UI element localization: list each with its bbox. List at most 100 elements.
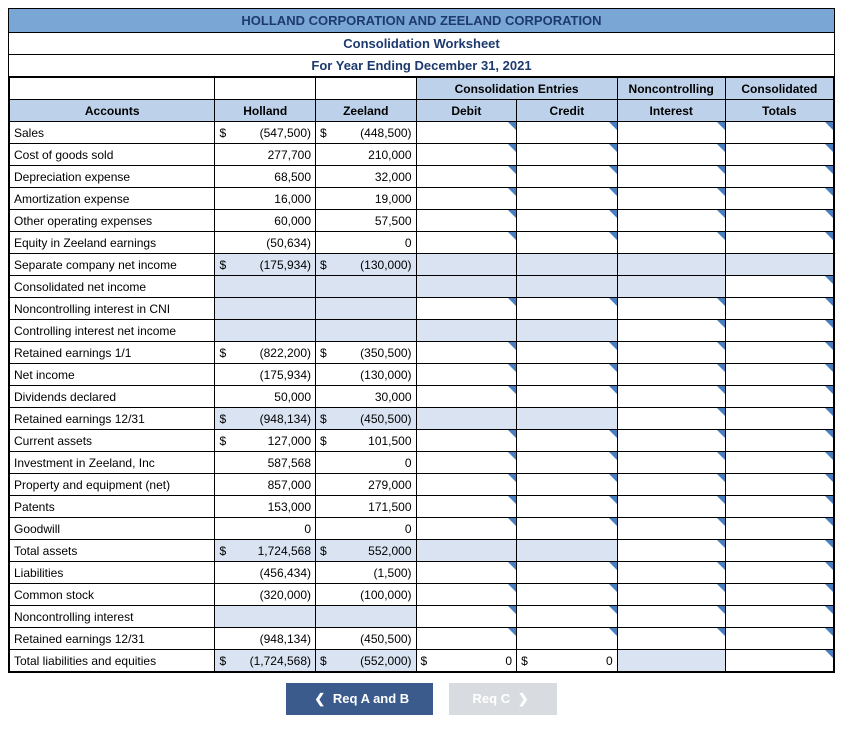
debit-input[interactable] — [436, 386, 517, 408]
credit-input[interactable] — [536, 584, 617, 606]
totals-input[interactable] — [725, 386, 833, 408]
credit-input[interactable] — [536, 474, 617, 496]
nci-input[interactable] — [617, 584, 725, 606]
debit-input — [436, 408, 517, 430]
debit-input[interactable] — [436, 518, 517, 540]
debit-input[interactable] — [436, 232, 517, 254]
table-row: Consolidated net income — [10, 276, 834, 298]
credit-input[interactable] — [536, 298, 617, 320]
debit-input[interactable] — [436, 364, 517, 386]
nci-input[interactable] — [617, 408, 725, 430]
debit-input[interactable] — [436, 562, 517, 584]
nci-input[interactable] — [617, 188, 725, 210]
totals-input[interactable] — [725, 540, 833, 562]
totals-input[interactable] — [725, 628, 833, 650]
totals-input[interactable] — [725, 496, 833, 518]
credit-input[interactable] — [536, 562, 617, 584]
nci-input[interactable] — [617, 430, 725, 452]
credit-input[interactable] — [536, 166, 617, 188]
nci-input[interactable] — [617, 518, 725, 540]
credit-input[interactable] — [536, 386, 617, 408]
zeeland-value: 0 — [335, 232, 416, 254]
totals-input[interactable] — [725, 166, 833, 188]
credit-input[interactable] — [536, 364, 617, 386]
nci-input[interactable] — [617, 320, 725, 342]
nci-input[interactable] — [617, 474, 725, 496]
credit-input[interactable] — [536, 628, 617, 650]
totals-input[interactable] — [725, 122, 833, 144]
debit-input[interactable] — [436, 144, 517, 166]
totals-input[interactable] — [725, 408, 833, 430]
credit-input[interactable] — [536, 496, 617, 518]
next-button[interactable]: Req C ❯ — [449, 683, 557, 715]
debit-symbol — [416, 188, 435, 210]
nci-input[interactable] — [617, 298, 725, 320]
nci-input[interactable] — [617, 540, 725, 562]
nci-input[interactable] — [617, 144, 725, 166]
debit-input[interactable] — [436, 452, 517, 474]
credit-input[interactable] — [536, 188, 617, 210]
totals-input[interactable] — [725, 474, 833, 496]
credit-input[interactable] — [536, 232, 617, 254]
debit-input[interactable] — [436, 210, 517, 232]
credit-input[interactable] — [536, 518, 617, 540]
credit-input[interactable] — [536, 452, 617, 474]
totals-input[interactable] — [725, 584, 833, 606]
debit-input[interactable] — [436, 474, 517, 496]
debit-input[interactable] — [436, 430, 517, 452]
totals-input[interactable] — [725, 232, 833, 254]
totals-input[interactable] — [725, 342, 833, 364]
totals-input[interactable] — [725, 210, 833, 232]
debit-input[interactable] — [436, 166, 517, 188]
totals-input[interactable] — [725, 650, 833, 672]
nci-input[interactable] — [617, 232, 725, 254]
totals-input[interactable] — [725, 364, 833, 386]
nci-input[interactable] — [617, 452, 725, 474]
totals-input[interactable] — [725, 562, 833, 584]
nci-input[interactable] — [617, 364, 725, 386]
credit-input[interactable] — [536, 122, 617, 144]
debit-input[interactable] — [436, 298, 517, 320]
debit-input[interactable] — [436, 628, 517, 650]
debit-input[interactable] — [436, 188, 517, 210]
account-label: Investment in Zeeland, Inc — [10, 452, 215, 474]
totals-input[interactable] — [725, 298, 833, 320]
totals-input[interactable] — [725, 430, 833, 452]
credit-symbol — [517, 452, 536, 474]
credit-input[interactable] — [536, 606, 617, 628]
totals-input[interactable] — [725, 518, 833, 540]
credit-input[interactable] — [536, 210, 617, 232]
credit-input[interactable] — [536, 430, 617, 452]
debit-input[interactable] — [436, 496, 517, 518]
debit-input[interactable] — [436, 342, 517, 364]
table-row: Other operating expenses60,00057,500 — [10, 210, 834, 232]
prev-button[interactable]: ❮ Req A and B — [286, 683, 433, 715]
debit-input[interactable] — [436, 584, 517, 606]
nci-input[interactable] — [617, 606, 725, 628]
nci-input[interactable] — [617, 496, 725, 518]
nci-input[interactable] — [617, 122, 725, 144]
nci-input[interactable] — [617, 386, 725, 408]
account-label: Common stock — [10, 584, 215, 606]
holland-symbol — [215, 474, 234, 496]
nci-input — [617, 650, 725, 672]
nci-input[interactable] — [617, 166, 725, 188]
holland-value: (50,634) — [234, 232, 315, 254]
totals-input[interactable] — [725, 276, 833, 298]
holland-value: (175,934) — [234, 254, 315, 276]
holland-value: 587,568 — [234, 452, 315, 474]
totals-input[interactable] — [725, 606, 833, 628]
totals-input[interactable] — [725, 320, 833, 342]
totals-input[interactable] — [725, 188, 833, 210]
nci-input[interactable] — [617, 562, 725, 584]
zeeland-value — [335, 276, 416, 298]
credit-input[interactable] — [536, 342, 617, 364]
nci-input[interactable] — [617, 628, 725, 650]
nci-input[interactable] — [617, 342, 725, 364]
totals-input[interactable] — [725, 144, 833, 166]
debit-input[interactable] — [436, 122, 517, 144]
nci-input[interactable] — [617, 210, 725, 232]
totals-input[interactable] — [725, 452, 833, 474]
credit-input[interactable] — [536, 144, 617, 166]
debit-input[interactable] — [436, 606, 517, 628]
